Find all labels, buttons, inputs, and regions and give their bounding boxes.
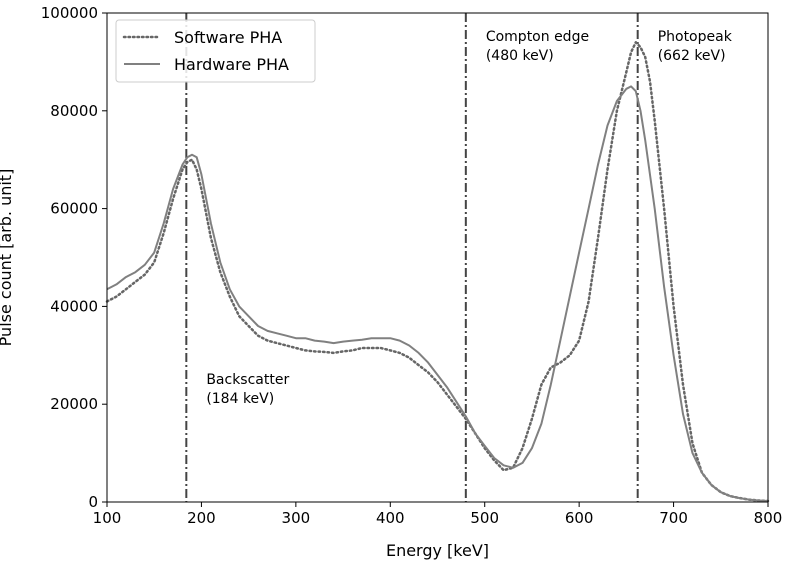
x-tick-label: 200 bbox=[187, 509, 216, 527]
y-tick-label: 40000 bbox=[50, 297, 98, 315]
y-tick-label: 80000 bbox=[50, 102, 98, 120]
annotation-line-2: (184 keV) bbox=[206, 391, 274, 407]
annotations: Backscatter (184 keV) Compton edge (480 keV… bbox=[206, 29, 732, 407]
x-axis-ticks: 100 200 300 400 500 600 700 800 bbox=[93, 502, 783, 527]
axes-frame bbox=[106, 12, 769, 503]
x-tick-label: 700 bbox=[659, 509, 688, 527]
x-tick-label: 400 bbox=[376, 509, 405, 527]
series-layer bbox=[105, 41, 770, 503]
x-tick-label: 600 bbox=[565, 509, 594, 527]
annotation-line-2: (480 keV) bbox=[486, 48, 554, 64]
y-axis-ticks: 0 20000 40000 60000 80000 100000 bbox=[41, 4, 107, 511]
y-tick-label: 100000 bbox=[41, 4, 98, 22]
y-axis-label: Pulse count [arb. unit] bbox=[0, 169, 15, 347]
legend: Software PHA Hardware PHA bbox=[115, 19, 316, 83]
series-line-hardware bbox=[106, 85, 769, 502]
x-tick-label: 100 bbox=[93, 509, 122, 527]
y-tick-label: 60000 bbox=[50, 200, 98, 218]
legend-label: Hardware PHA bbox=[174, 55, 289, 74]
vertical-markers bbox=[185, 13, 639, 502]
legend-box bbox=[115, 19, 316, 83]
series-line-software bbox=[105, 41, 770, 503]
x-tick-label: 800 bbox=[754, 509, 783, 527]
annotation-line-1: Photopeak bbox=[658, 29, 733, 45]
annotation-line-1: Backscatter bbox=[206, 372, 289, 388]
y-tick-label: 20000 bbox=[50, 395, 98, 413]
annotation-line-1: Compton edge bbox=[486, 29, 589, 45]
y-tick-label: 0 bbox=[88, 493, 98, 511]
annotation-line-2: (662 keV) bbox=[658, 48, 726, 64]
x-tick-label: 500 bbox=[470, 509, 499, 527]
legend-label: Software PHA bbox=[174, 28, 282, 47]
x-axis-label: Energy [keV] bbox=[386, 541, 489, 560]
x-tick-label: 300 bbox=[282, 509, 311, 527]
